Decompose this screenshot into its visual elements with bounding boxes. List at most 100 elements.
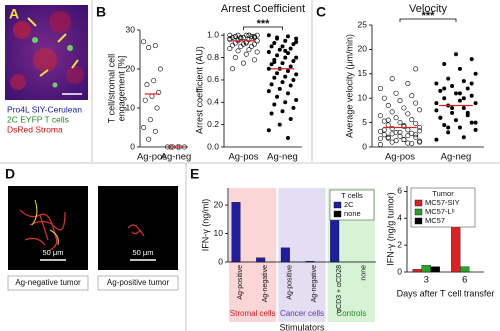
data-point [277,47,282,52]
data-point [377,142,383,148]
y-tick-label: 2 [397,239,402,249]
y-tick-label: 0.6 [207,74,219,84]
y-axis-label: IFN-γ (ng/ml) [200,199,210,252]
data-point [266,89,271,94]
data-point [405,111,411,117]
caption: Ag-positive tumor [107,278,170,287]
data-point [280,44,285,49]
data-point [413,66,419,72]
data-point [230,66,236,72]
data-point [438,88,443,93]
data-point [417,107,423,113]
data-point [227,46,233,52]
data-point [235,37,241,43]
micrograph-d [8,186,178,270]
data-point [393,138,399,144]
group-label: Cancer cells [280,309,324,318]
data-point [266,128,271,133]
data-point [434,137,439,142]
data-point [266,66,271,71]
data-point [272,75,277,80]
data-point [272,102,277,107]
data-point [385,122,391,128]
data-point [243,51,249,57]
x-axis-label: Days after T cell transfer [397,288,495,298]
data-point [241,34,247,40]
data-point [275,53,280,58]
data-point [389,131,395,137]
y-tick-label: 10 [126,102,136,112]
y-tick-label: 20 [126,63,136,73]
panel-letter: C [316,4,326,20]
data-point [266,33,271,38]
data-point [283,48,288,53]
x-tick-label: Ag-pos [228,152,258,163]
data-point [461,79,466,84]
data-point [151,78,157,84]
y-tick-label: 0.4 [207,97,219,107]
data-point [269,82,274,87]
data-point [230,42,236,48]
data-point [461,105,466,110]
data-point [446,130,451,135]
bar [280,247,290,263]
data-point [269,111,274,116]
data-point [294,39,299,44]
data-point [291,58,296,63]
data-point [397,133,403,139]
bar [421,265,431,273]
data-point [251,57,257,63]
data-point [409,141,415,147]
data-point [405,127,411,133]
data-point [385,134,391,140]
group-label: Stromal cells [230,309,276,318]
legend-title: T cells [341,191,363,200]
data-point [251,34,257,40]
data-point [238,43,244,49]
y-tick-label: 0 [397,266,402,276]
legend-label: MC57 [425,216,445,225]
micrograph-a [5,5,88,100]
scale-label: 50 μm [43,248,64,257]
data-point [465,86,470,91]
y-axis-label: engagement [%] [116,56,126,122]
data-point [389,125,395,131]
y-tick-label: 0.0 [207,141,219,151]
bar [430,266,440,273]
data-point [269,62,274,67]
panel-letter: B [96,4,106,20]
y-axis-label: IFN-γ (ng/g tumor) [385,192,395,266]
legend-swatch [414,208,423,216]
y-tick-label: 0 [362,141,367,151]
significance-bracket [243,26,283,30]
data-point [409,93,415,99]
data-point [285,69,290,74]
x-tick-label: αCD3 + αCD28 [336,265,343,313]
data-point [450,110,455,115]
data-point [141,125,147,131]
data-point [469,120,474,125]
data-point [288,64,293,69]
data-point [381,127,387,133]
data-point [288,83,293,88]
data-point [157,66,163,72]
y-axis-label: T cell/stromal cell [106,54,116,123]
panel-letter: E [190,166,199,182]
y-tick-label: 30 [126,24,136,34]
data-point [417,128,423,134]
x-tick-label: none [361,265,368,281]
significance-label: *** [257,18,271,30]
data-point [453,118,458,123]
data-point [457,125,462,130]
data-point [453,91,458,96]
data-point [393,90,399,96]
significance-label: *** [422,10,436,22]
data-point [389,109,395,115]
y-axis-label: Average velocity (μm/min) [344,34,354,138]
group-label: Controls [336,309,366,318]
legend-text: 2C EYFP T cells [7,114,69,124]
x-tick-label: Ag-pos [385,152,415,163]
y-tick-label: 0 [130,141,135,151]
data-point [377,136,383,142]
